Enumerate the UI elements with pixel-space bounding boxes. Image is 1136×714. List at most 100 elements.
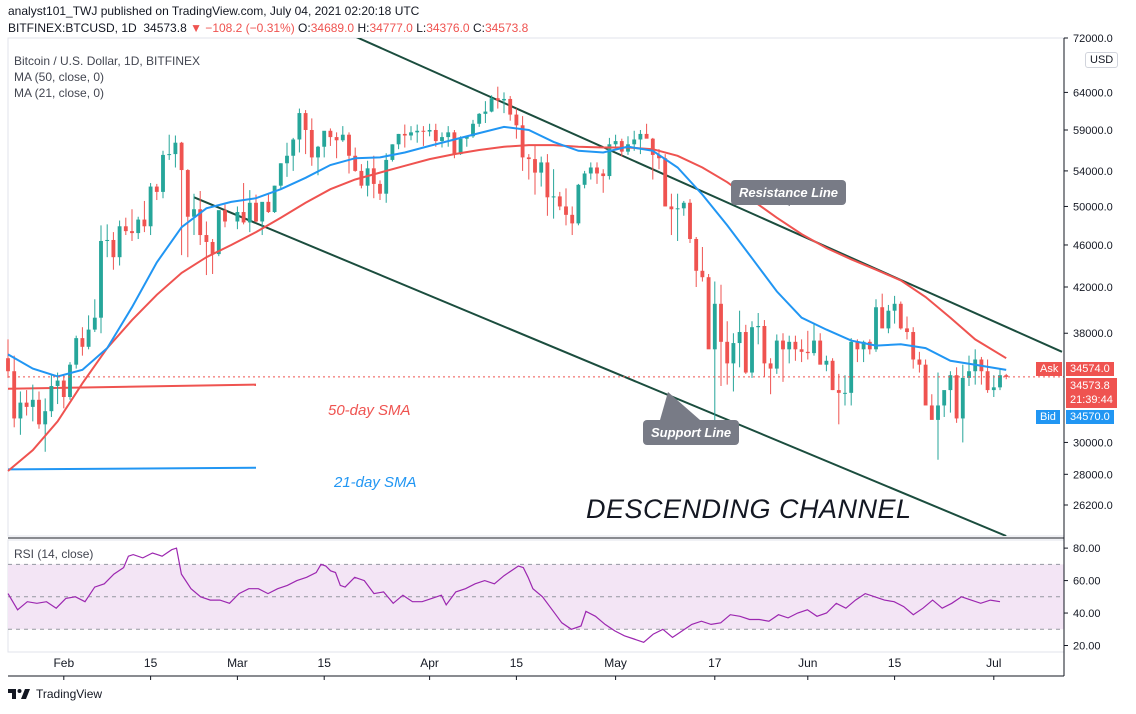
candle-body <box>768 363 773 369</box>
candle-body <box>861 341 866 350</box>
channel-lower-line <box>193 196 1007 536</box>
candle-body <box>105 239 110 241</box>
time-tick-label: Jun <box>798 656 817 670</box>
price-tick-label: 46000.0 <box>1073 240 1113 252</box>
candle-body <box>644 133 649 139</box>
candle-body <box>551 196 556 198</box>
candle-body <box>613 141 618 145</box>
candle-body <box>502 98 506 101</box>
candle-body <box>774 340 779 369</box>
price-tick-label: 50000.0 <box>1073 201 1113 213</box>
candle-body <box>719 303 723 342</box>
candle-body <box>272 185 277 213</box>
candle-body <box>576 184 581 224</box>
candle-body <box>433 129 438 142</box>
candle-body <box>619 141 624 152</box>
currency-badge[interactable]: USD <box>1085 52 1119 68</box>
candle-body <box>812 340 816 354</box>
tradingview-footer[interactable]: TradingView <box>8 687 102 701</box>
candle-body <box>347 134 351 156</box>
candle-body <box>415 130 420 133</box>
time-tick-label: 15 <box>318 656 332 670</box>
candle-body <box>68 364 72 398</box>
candle-body <box>836 390 841 393</box>
candle-body <box>607 144 612 177</box>
candle-body <box>440 137 444 142</box>
candle-body <box>936 405 940 420</box>
bar-countdown: 21:39:44 <box>1070 394 1113 406</box>
candle-body <box>18 402 23 419</box>
candle-body <box>830 360 835 391</box>
channel-annotation: DESCENDING CHANNEL <box>586 494 912 524</box>
candle-body <box>297 113 302 140</box>
candle-body <box>185 170 190 217</box>
rsi-legend[interactable]: RSI (14, close) <box>14 547 94 561</box>
candle-body <box>898 303 903 329</box>
candle-body <box>353 155 358 171</box>
candle-body <box>582 173 587 185</box>
candle-body <box>464 136 469 139</box>
candle-body <box>402 133 407 136</box>
candle-body <box>843 392 847 394</box>
candle-body <box>471 123 475 137</box>
candle-body <box>55 380 60 386</box>
candle-body <box>750 327 754 373</box>
candle-body <box>539 162 544 173</box>
candle-body <box>886 310 891 329</box>
low-label: L: <box>416 21 427 35</box>
candle-body <box>303 113 308 130</box>
candle-body <box>92 317 97 330</box>
candle-body <box>799 349 804 352</box>
candle-body <box>824 360 829 365</box>
candle-body <box>731 343 736 364</box>
candle-body <box>787 341 792 350</box>
sma21-reference-line <box>7 466 257 471</box>
candle-body <box>1004 375 1009 377</box>
candle-body <box>123 226 128 232</box>
candle-body <box>24 402 29 407</box>
price-tick-label: 26200.0 <box>1073 500 1113 512</box>
legend-ma50[interactable]: MA (50, close, 0) <box>14 70 105 84</box>
price-tick-label: 54000.0 <box>1073 166 1113 178</box>
support-line-tag: Support Line <box>643 420 740 445</box>
candle-body <box>781 340 785 350</box>
rsi-tick-label: 60.00 <box>1073 576 1101 588</box>
open-value: 34689.0 <box>310 21 355 35</box>
candle-body <box>99 240 103 318</box>
candle-body <box>874 307 878 350</box>
resistance-line-tag: Resistance Line <box>731 180 846 205</box>
candle-body <box>725 341 730 364</box>
candle-body <box>235 212 240 222</box>
candle-body <box>247 202 252 223</box>
candle-body <box>967 371 971 378</box>
candle-body <box>167 154 172 156</box>
candle-body <box>588 167 593 174</box>
candle-body <box>849 341 854 393</box>
price-tick-label: 38000.0 <box>1073 328 1113 340</box>
legend-ma21[interactable]: MA (21, close, 0) <box>14 86 105 100</box>
candle-body <box>892 303 897 311</box>
candle-body <box>948 375 953 391</box>
candle-body <box>30 399 35 407</box>
close-label: C: <box>472 21 485 35</box>
candle-body <box>743 332 748 373</box>
candle-body <box>427 129 432 132</box>
price-tick-label: 42000.0 <box>1073 282 1113 294</box>
candle-body <box>322 130 327 147</box>
candle-body <box>905 328 909 333</box>
candle-body <box>43 411 48 425</box>
ask-label: Ask <box>1036 362 1063 376</box>
candle-body <box>688 202 692 239</box>
candle-body <box>130 231 134 234</box>
time-tick-label: Jul <box>986 656 1001 670</box>
price-tick-label: 28000.0 <box>1073 469 1113 481</box>
candle-body <box>954 375 959 419</box>
candle-body <box>929 405 934 420</box>
candle-body <box>669 206 674 210</box>
bid-value: 34570.0 <box>1066 410 1114 424</box>
candle-body <box>409 132 413 136</box>
candle-body <box>223 210 227 222</box>
candle-body <box>446 132 451 138</box>
candle-body <box>650 138 655 155</box>
